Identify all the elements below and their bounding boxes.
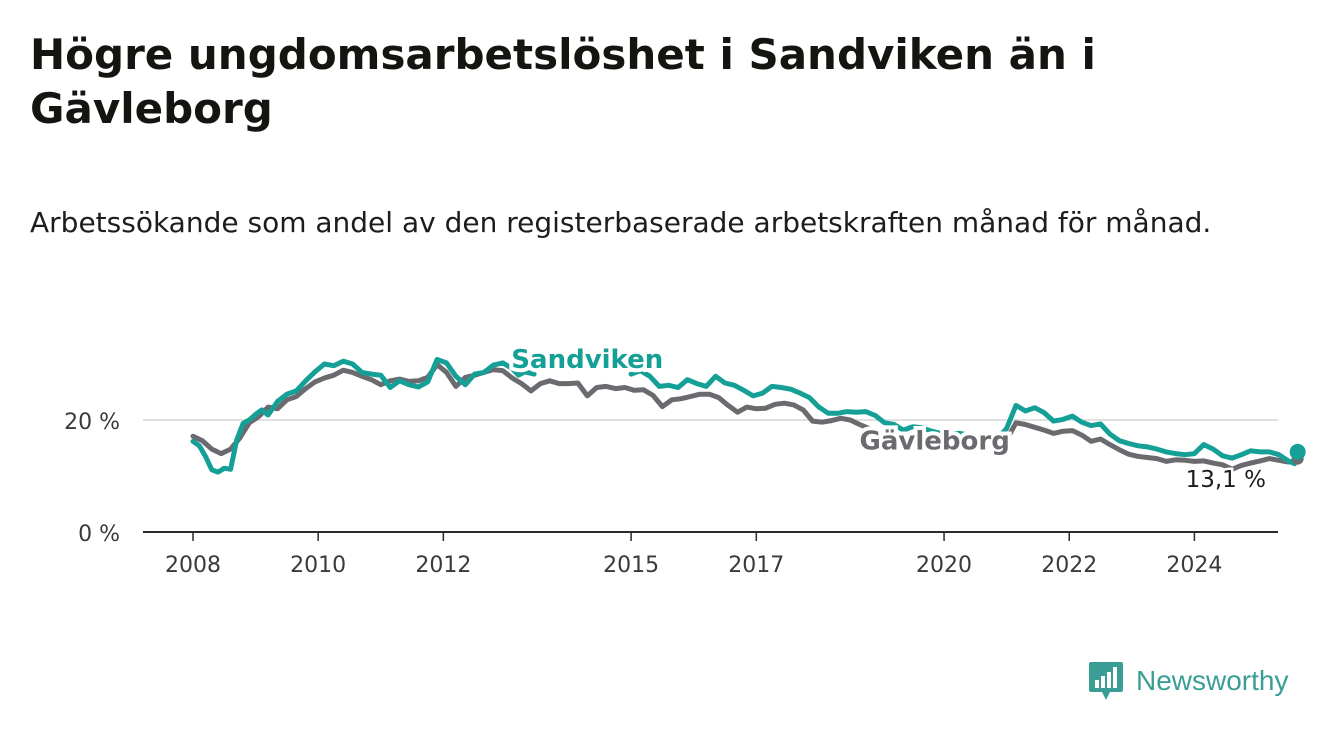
y-tick-label: 0 % — [78, 522, 120, 547]
x-tick-label: 2022 — [1041, 553, 1097, 578]
series-line — [997, 420, 1301, 472]
x-tick-label: 2020 — [916, 553, 972, 578]
brand-name: Newsworthy — [1136, 665, 1289, 696]
x-tick-label: 2012 — [415, 553, 471, 578]
y-tick-label: 20 % — [64, 410, 120, 435]
end-value-label: 13,1 % — [1186, 467, 1266, 493]
newsworthy-logo: Newsworthy — [1088, 660, 1288, 702]
series-line — [628, 368, 1301, 467]
series-label: Sandviken — [511, 345, 663, 375]
x-tick-label: 2015 — [603, 553, 659, 578]
series-label: Gävleborg — [860, 427, 1010, 457]
x-axis: 2008 2010 2012 2015 2017 2020 2022 2024 — [143, 531, 1278, 578]
x-tick-label: 2024 — [1166, 553, 1222, 578]
chart-title: Högre ungdomsarbetslöshet i Sandviken än… — [30, 30, 1096, 133]
newsworthy-logo-icon — [1089, 662, 1123, 700]
series-line — [190, 362, 916, 457]
line-chart: 0 % 20 % 2008 2010 2012 2015 2017 2020 2022 2024… — [64, 341, 1306, 578]
label-layer: 13,1 % Sandviken Gävleborg — [507, 341, 1268, 496]
chart-subtitle: Arbetssökande som andel av den registerb… — [30, 206, 1212, 239]
end-marker — [1289, 443, 1306, 460]
x-tick-label: 2017 — [728, 553, 784, 578]
series-line — [190, 357, 537, 475]
series-layer — [190, 357, 1306, 475]
x-tick-label: 2008 — [165, 553, 221, 578]
grid-layer: 0 % 20 % — [64, 410, 1278, 547]
x-tick-label: 2010 — [290, 553, 346, 578]
